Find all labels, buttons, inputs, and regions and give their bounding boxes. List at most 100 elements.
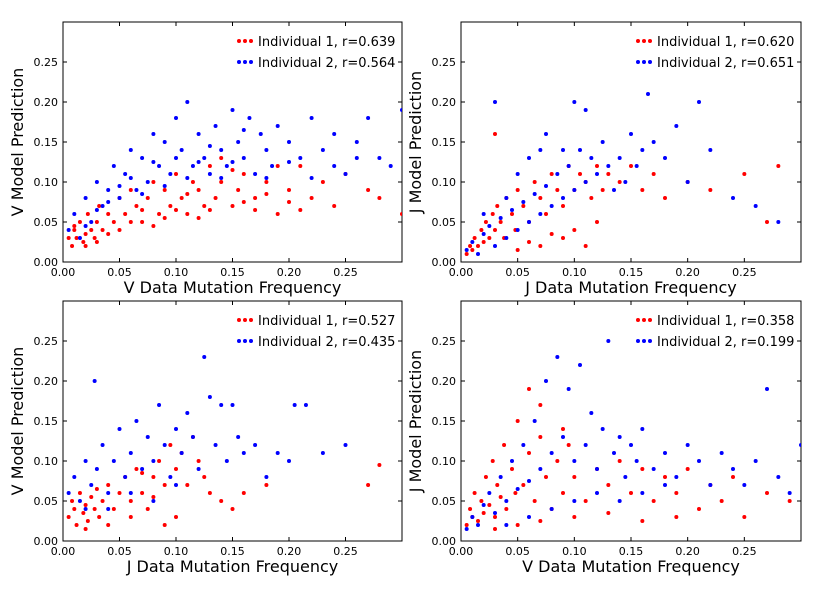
data-point-series-1 [527, 451, 531, 455]
data-point-series-2 [606, 164, 611, 168]
legend-entry: Individual 1, r=0.527 [258, 314, 395, 329]
data-point-series-1 [134, 467, 139, 471]
data-point-series-2 [572, 100, 577, 104]
data-point-series-2 [185, 176, 190, 180]
data-point-series-2 [106, 491, 111, 495]
data-point-series-1 [617, 180, 622, 184]
data-point-series-1 [145, 196, 150, 200]
data-point-series-1 [663, 475, 667, 479]
data-point-series-2 [640, 427, 645, 431]
data-point-series-1 [493, 527, 497, 531]
data-point-series-2 [697, 459, 701, 463]
data-point-series-2 [464, 248, 469, 252]
x-tick-label: 0.20 [277, 266, 302, 279]
data-point-series-2 [332, 164, 337, 168]
legend-entry: Individual 2, r=0.199 [657, 335, 794, 350]
data-point-series-1 [140, 471, 145, 475]
points-layer [66, 355, 382, 531]
data-point-series-1 [527, 240, 531, 244]
data-point-series-2 [731, 467, 735, 471]
data-point-series-2 [128, 451, 133, 455]
data-point-series-1 [479, 228, 484, 232]
legend-marker [243, 39, 247, 43]
data-point-series-1 [544, 212, 548, 216]
data-point-series-1 [100, 499, 105, 503]
data-point-series-2 [561, 148, 565, 152]
data-point-series-2 [179, 148, 184, 152]
data-point-series-2 [470, 515, 475, 519]
data-point-series-1 [561, 491, 565, 495]
data-point-series-1 [89, 495, 94, 499]
data-point-series-2 [174, 116, 178, 120]
data-point-series-2 [515, 487, 520, 491]
data-point-series-2 [623, 475, 628, 479]
data-point-series-2 [640, 491, 645, 495]
data-point-series-2 [498, 216, 503, 220]
data-point-series-2 [111, 164, 116, 168]
legend-marker [249, 60, 253, 64]
legend-marker [636, 339, 640, 343]
data-point-series-1 [498, 495, 503, 499]
data-point-series-1 [765, 491, 769, 495]
x-tick-label: 0.20 [675, 545, 700, 558]
data-point-series-1 [377, 196, 382, 200]
data-point-series-1 [502, 443, 507, 447]
data-point-series-1 [89, 228, 94, 232]
data-point-series-1 [111, 220, 116, 224]
data-point-series-2 [151, 132, 156, 136]
data-point-series-1 [241, 172, 246, 176]
data-point-series-2 [515, 172, 520, 176]
data-point-series-2 [493, 511, 497, 515]
data-point-series-2 [595, 467, 599, 471]
legend-marker [237, 39, 241, 43]
data-point-series-2 [612, 188, 616, 192]
data-point-series-2 [606, 339, 611, 343]
data-point-series-2 [128, 491, 133, 495]
data-point-series-2 [589, 411, 594, 415]
data-point-series-1 [202, 204, 207, 208]
y-tick-label: 0.25 [34, 335, 59, 348]
data-point-series-1 [578, 172, 582, 176]
data-point-series-2 [663, 483, 667, 487]
data-point-series-2 [561, 196, 565, 200]
x-axis-label: V Data Mutation Frequency [124, 278, 342, 297]
x-axis-label: J Data Mutation Frequency [126, 557, 339, 576]
data-point-series-2 [174, 156, 178, 160]
data-point-series-2 [527, 479, 531, 483]
data-point-series-1 [174, 208, 178, 212]
data-point-series-1 [196, 459, 201, 463]
data-point-series-2 [320, 451, 325, 455]
data-point-series-1 [472, 236, 477, 240]
data-point-series-2 [230, 108, 235, 112]
data-point-series-1 [510, 467, 514, 471]
data-point-series-2 [538, 148, 543, 152]
x-tick-label: 0.25 [333, 266, 358, 279]
data-point-series-1 [481, 511, 486, 515]
data-point-series-2 [241, 128, 246, 132]
data-point-series-2 [224, 459, 229, 463]
data-point-series-1 [595, 220, 599, 224]
data-point-series-1 [207, 164, 212, 168]
data-point-series-1 [742, 172, 747, 176]
data-point-series-1 [83, 503, 88, 507]
data-point-series-1 [697, 507, 701, 511]
data-point-series-1 [515, 419, 520, 423]
data-point-series-2 [544, 132, 548, 136]
data-point-series-2 [578, 148, 582, 152]
data-point-series-1 [606, 511, 611, 515]
data-point-series-2 [309, 116, 314, 120]
x-tick-label: 0.00 [51, 266, 76, 279]
y-tick-label: 0.05 [34, 216, 59, 229]
data-point-series-1 [162, 216, 167, 220]
data-point-series-1 [106, 523, 111, 527]
data-point-series-1 [583, 244, 588, 248]
data-point-series-2 [521, 200, 526, 204]
data-point-series-2 [275, 124, 280, 128]
data-point-series-2 [174, 483, 178, 487]
data-point-series-2 [504, 523, 509, 527]
data-point-series-2 [236, 435, 241, 439]
data-point-series-2 [470, 240, 475, 244]
data-point-series-1 [128, 220, 133, 224]
legend-entry: Individual 2, r=0.435 [258, 335, 395, 350]
